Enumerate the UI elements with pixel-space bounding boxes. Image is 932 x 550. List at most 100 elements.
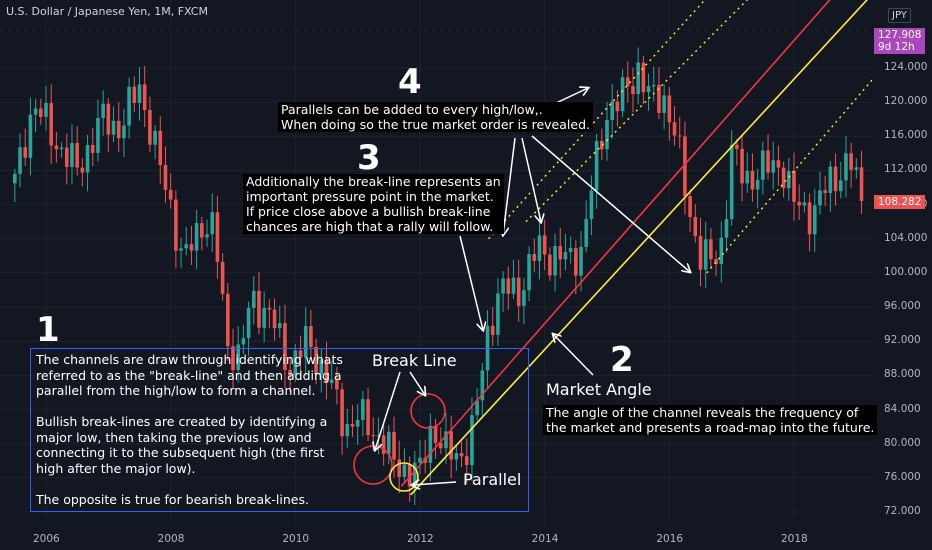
candle-body xyxy=(771,160,776,173)
candle-body xyxy=(563,251,568,260)
channel-lines xyxy=(400,0,876,496)
y-tick-label: 112.000 xyxy=(884,163,928,176)
candle-body xyxy=(122,125,126,139)
candle-body xyxy=(413,462,417,487)
candle-body xyxy=(480,370,485,401)
candle-body xyxy=(558,245,563,260)
candle-body xyxy=(215,212,220,262)
note-3: Additionally the break-line represents a… xyxy=(243,174,504,234)
candle-body xyxy=(335,379,339,390)
candle-body xyxy=(127,86,131,126)
candle-body xyxy=(293,350,298,376)
candle-body xyxy=(246,307,251,339)
candle-body xyxy=(719,237,724,265)
candle-body xyxy=(542,235,547,255)
x-tick-label: 2008 xyxy=(157,533,185,545)
candle-body xyxy=(366,399,370,436)
candle-body xyxy=(220,261,225,294)
candle-body xyxy=(776,160,781,168)
candle-body xyxy=(667,95,672,123)
candle-body xyxy=(314,347,318,375)
y-tick-label: 120.000 xyxy=(884,95,928,108)
candle-body xyxy=(802,202,807,206)
candle-body xyxy=(844,153,848,181)
candle-body xyxy=(641,62,646,93)
candle-body xyxy=(657,84,661,113)
y-tick-label: 104.000 xyxy=(884,231,928,244)
candle-body xyxy=(23,147,28,158)
candle-body xyxy=(522,290,526,307)
price-axis[interactable] xyxy=(872,0,932,550)
candle-body xyxy=(797,201,801,206)
candle-body xyxy=(75,143,79,168)
candle-body xyxy=(527,254,531,291)
candle-body xyxy=(142,84,147,110)
candle-body xyxy=(459,453,464,457)
candle-body xyxy=(241,338,246,345)
arrow-3-pressure-point xyxy=(459,235,483,330)
top-price-value: 127.908 xyxy=(878,29,922,41)
candle-body xyxy=(724,219,729,238)
candle-body xyxy=(90,145,95,153)
candle-body xyxy=(631,86,635,95)
candle-body xyxy=(496,293,500,335)
x-tick-label: 2018 xyxy=(781,533,808,545)
candle-body xyxy=(397,459,402,477)
y-tick-label: 88.000 xyxy=(884,368,921,381)
candle-body xyxy=(387,431,391,454)
x-tick-label: 2014 xyxy=(531,533,559,545)
candle-body xyxy=(158,130,163,166)
candle-body xyxy=(703,239,708,270)
candle-body xyxy=(464,456,469,466)
candle-body xyxy=(371,435,376,437)
candle-body xyxy=(33,108,38,115)
candle-body xyxy=(501,278,505,294)
candle-body xyxy=(184,244,189,249)
explanation-text: The channels are draw through identifyin… xyxy=(36,352,343,507)
candle-body xyxy=(96,118,100,153)
x-tick-label: 2012 xyxy=(407,533,434,545)
candle-body xyxy=(80,167,85,173)
arrow-4-b xyxy=(521,137,541,222)
y-tick-label: 84.000 xyxy=(884,402,921,415)
candle-body xyxy=(662,95,666,113)
candle-body xyxy=(28,114,33,158)
x-tick-label: 2006 xyxy=(33,533,60,545)
number-1: 1 xyxy=(36,310,60,350)
number-3: 3 xyxy=(357,138,381,178)
candle-body xyxy=(838,180,843,192)
y-tick-label: 116.000 xyxy=(884,129,928,142)
candle-body xyxy=(267,307,272,310)
candle-body xyxy=(709,239,713,260)
currency-badge[interactable]: JPY xyxy=(888,8,911,23)
candle-body xyxy=(812,205,817,235)
number-2: 2 xyxy=(610,340,634,380)
candle-body xyxy=(511,277,516,294)
candle-body xyxy=(646,86,651,93)
candle-body xyxy=(600,140,604,150)
note-2: The angle of the channel reveals the fre… xyxy=(543,405,878,435)
candle-body xyxy=(615,101,620,112)
y-tick-label: 76.000 xyxy=(884,470,921,483)
candle-body xyxy=(251,290,256,308)
candle-body xyxy=(594,140,599,191)
candle-body xyxy=(605,120,609,150)
candle-body xyxy=(584,219,589,247)
arrow-market-angle xyxy=(553,334,594,376)
candle-body xyxy=(402,464,407,477)
arrow-4-c xyxy=(531,135,690,272)
break-line xyxy=(400,0,831,487)
y-tick-label: 100.000 xyxy=(884,265,928,278)
candle-body xyxy=(168,189,173,200)
parallel-dotted-lower xyxy=(706,76,876,274)
candle-body xyxy=(537,235,542,261)
candle-body xyxy=(418,457,422,463)
candle-body xyxy=(277,323,282,329)
candle-body xyxy=(376,435,381,437)
candle-body xyxy=(179,248,183,251)
candle-body xyxy=(589,190,594,220)
candle-body xyxy=(361,399,365,421)
candle-body xyxy=(288,370,292,376)
candle-body xyxy=(298,350,303,358)
